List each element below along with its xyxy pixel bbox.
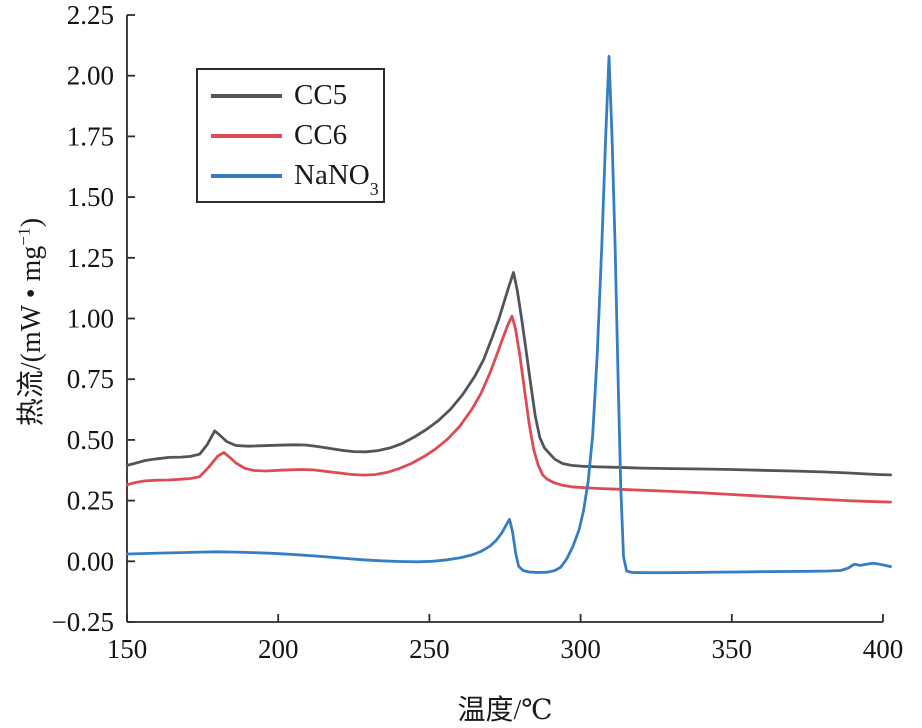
legend-item-cc5: CC5 (211, 81, 383, 110)
x-axis-label: 温度/℃ (457, 695, 553, 726)
series-line-cc6 (125, 314, 892, 504)
x-tick-label: 400 (863, 634, 904, 664)
y-tick-label: 0.50 (67, 425, 114, 455)
legend-label-cc5: CC5 (294, 79, 348, 111)
x-tick-label: 150 (107, 634, 148, 664)
y-tick-label: 1.25 (67, 243, 114, 273)
x-tick-label: 200 (258, 634, 299, 664)
legend-line-swatch-cc5 (211, 93, 282, 98)
y-tick-label: −0.25 (52, 607, 114, 637)
y-tick-label: 1.00 (67, 304, 114, 334)
legend-label-cc6: CC6 (294, 119, 348, 151)
legend: CC5 CC6 NaNO3 (196, 68, 385, 203)
y-tick-label: 0.00 (67, 546, 114, 576)
legend-label-nano3: NaNO3 (294, 159, 379, 200)
y-axis-label: 热流/(mW • mg−1) (14, 217, 47, 427)
legend-item-cc6: CC6 (211, 121, 383, 150)
legend-item-nano3: NaNO3 (211, 159, 383, 200)
x-tick-label: 350 (712, 634, 753, 664)
y-tick-label: 2.00 (67, 61, 114, 91)
series-line-cc5 (125, 270, 892, 477)
legend-line-swatch-nano3 (211, 173, 282, 178)
x-tick-label: 300 (560, 634, 601, 664)
y-tick-label: 0.25 (67, 486, 114, 516)
y-tick-label: 0.75 (67, 364, 114, 394)
series-line-nano3 (125, 54, 892, 575)
y-tick-label: 2.25 (67, 0, 114, 30)
x-tick-label: 250 (409, 634, 450, 664)
y-tick-label: 1.50 (67, 182, 114, 212)
legend-line-swatch-cc6 (211, 133, 282, 138)
y-tick-label: 1.75 (67, 121, 114, 151)
